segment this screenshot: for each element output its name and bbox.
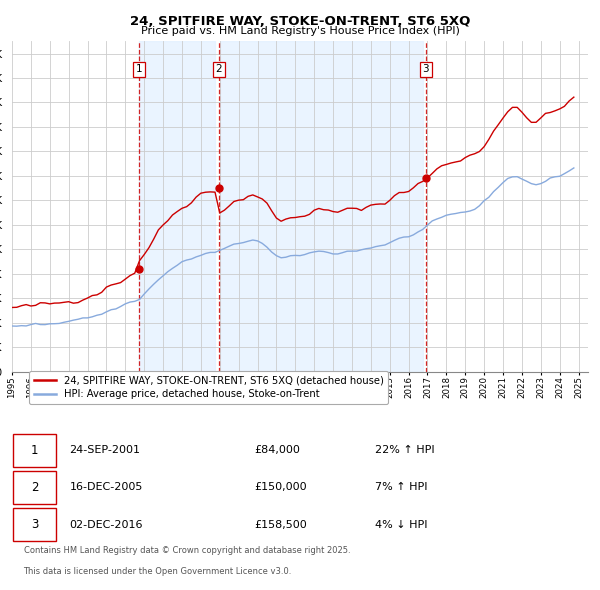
Text: 24-SEP-2001: 24-SEP-2001 — [70, 445, 140, 455]
Text: This data is licensed under the Open Government Licence v3.0.: This data is licensed under the Open Gov… — [23, 567, 292, 576]
Text: Contains HM Land Registry data © Crown copyright and database right 2025.: Contains HM Land Registry data © Crown c… — [23, 546, 350, 555]
Text: £84,000: £84,000 — [254, 445, 300, 455]
Text: 2: 2 — [215, 64, 222, 74]
Text: Price paid vs. HM Land Registry's House Price Index (HPI): Price paid vs. HM Land Registry's House … — [140, 26, 460, 36]
Text: 22% ↑ HPI: 22% ↑ HPI — [375, 445, 434, 455]
Text: 16-DEC-2005: 16-DEC-2005 — [70, 483, 143, 493]
Text: 1: 1 — [136, 64, 142, 74]
Text: 2: 2 — [31, 481, 38, 494]
Text: 3: 3 — [31, 519, 38, 532]
Legend: 24, SPITFIRE WAY, STOKE-ON-TRENT, ST6 5XQ (detached house), HPI: Average price, : 24, SPITFIRE WAY, STOKE-ON-TRENT, ST6 5X… — [29, 371, 388, 404]
FancyBboxPatch shape — [13, 509, 56, 542]
Text: 1: 1 — [31, 444, 38, 457]
Text: £158,500: £158,500 — [254, 520, 307, 530]
Text: 02-DEC-2016: 02-DEC-2016 — [70, 520, 143, 530]
Text: 4% ↓ HPI: 4% ↓ HPI — [375, 520, 427, 530]
Text: 7% ↑ HPI: 7% ↑ HPI — [375, 483, 427, 493]
FancyBboxPatch shape — [13, 434, 56, 467]
Text: 3: 3 — [422, 64, 429, 74]
Text: £150,000: £150,000 — [254, 483, 307, 493]
Text: 24, SPITFIRE WAY, STOKE-ON-TRENT, ST6 5XQ: 24, SPITFIRE WAY, STOKE-ON-TRENT, ST6 5X… — [130, 15, 470, 28]
FancyBboxPatch shape — [13, 471, 56, 504]
